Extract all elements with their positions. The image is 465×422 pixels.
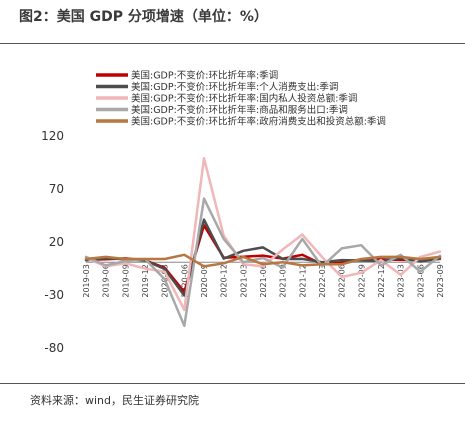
- line-chart: 120 70 20 -30 -80 2019-03 2019-06 2019-09 2019-…: [41, 70, 445, 356]
- y-tick-label: -30: [44, 288, 64, 302]
- x-tick-label: 2019-03: [82, 264, 91, 297]
- x-tick-label: 2022-09: [357, 264, 366, 297]
- legend-label: 美国:GDP:不变价:环比折年率:商品和服务出口:季调: [131, 104, 348, 116]
- legend-label: 美国:GDP:不变价:环比折年率:个人消费支出:季调: [131, 81, 338, 93]
- series-line-3: [84, 157, 442, 312]
- y-tick-label: 70: [49, 182, 64, 196]
- x-tick-label: 2020-06: [180, 264, 189, 297]
- y-tick-label: -80: [44, 341, 64, 355]
- x-tick-label: 2023-06: [416, 264, 425, 297]
- legend-label: 美国:GDP:不变价:环比折年率:季调: [131, 70, 278, 82]
- x-tick-label: 2023-09: [436, 264, 445, 297]
- x-tick-label: 2022-12: [377, 264, 386, 297]
- x-tick-label: 2019-12: [141, 264, 150, 297]
- y-tick-label: 120: [41, 129, 64, 143]
- x-tick-label: 2022-06: [338, 264, 347, 297]
- series-line-5: [84, 253, 442, 268]
- chart-title: 图2：美国 GDP 分项增速（单位：%）: [19, 9, 268, 25]
- x-tick-label: 2021-09: [279, 264, 288, 297]
- legend-label: 美国:GDP:不变价:环比折年率:国内私人投资总额:季调: [131, 93, 357, 105]
- legend-label: 美国:GDP:不变价:环比折年率:政府消费支出和投资总额:季调: [131, 116, 386, 128]
- x-tick-label: 2021-03: [239, 264, 248, 297]
- bottom-divider: [0, 383, 465, 384]
- x-tick-label: 2023-03: [397, 264, 406, 297]
- x-tick-label: 2021-06: [259, 264, 268, 297]
- x-tick-label: 2019-09: [121, 264, 130, 297]
- x-tick-label: 2021-12: [298, 264, 307, 297]
- source-note: 资料来源：wind，民生证券研究院: [30, 394, 200, 407]
- x-tick-label: 2019-06: [102, 264, 111, 297]
- x-tick-label: 2020-12: [220, 264, 229, 297]
- top-divider: [0, 43, 465, 44]
- y-tick-label: 20: [49, 235, 64, 249]
- x-tick-label: 2020-09: [200, 264, 209, 297]
- x-tick-label: 2022-03: [318, 264, 327, 297]
